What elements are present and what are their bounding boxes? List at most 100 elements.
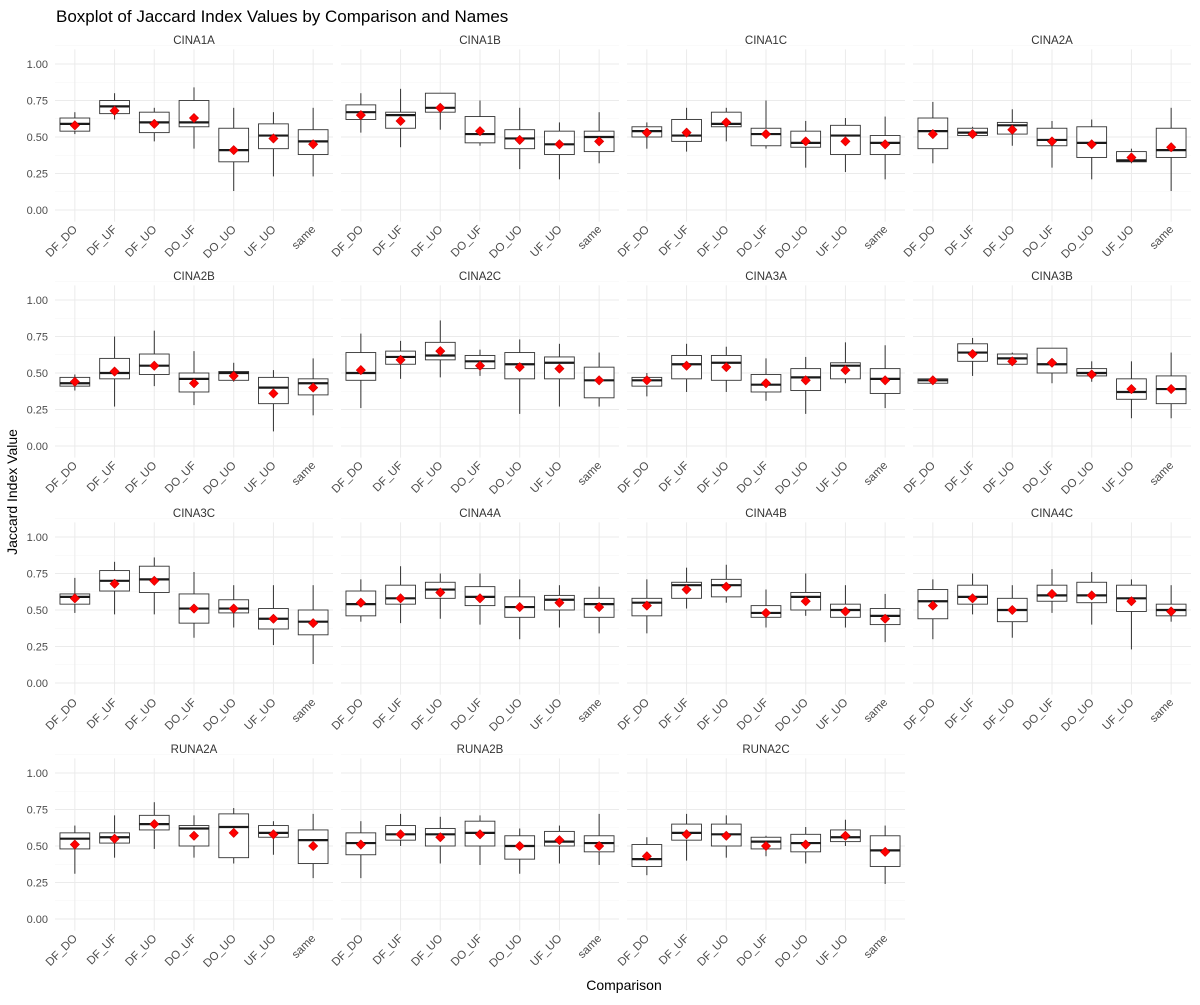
box-same [869, 825, 901, 884]
box-do_uf [750, 358, 782, 401]
x-tick-label: DF_UF [943, 697, 978, 732]
x-tick-label: DF_UO [695, 224, 731, 260]
mean-marker [355, 365, 366, 376]
box-df_uo [138, 557, 170, 615]
box-df_uf [671, 813, 702, 861]
box-same [1155, 585, 1187, 622]
mean-marker [681, 829, 692, 840]
x-tick-label: DO_UF [449, 697, 485, 733]
x-tick-label: DF_DO [44, 933, 80, 969]
box-df_do [631, 373, 663, 397]
box-df_uf [385, 340, 416, 379]
mean-marker [188, 603, 200, 614]
panel-title: CINA3C [173, 508, 215, 520]
mean-marker [554, 139, 565, 150]
y-tick-label: 0.50 [27, 841, 48, 853]
box-df_uf [385, 566, 416, 624]
box-same [1155, 352, 1187, 419]
mean-marker [514, 362, 525, 373]
x-tick-label: same [576, 697, 604, 725]
x-tick-label: DF_UO [409, 460, 445, 496]
x-tick-label: DF_DO [330, 933, 366, 969]
x-tick-label: DF_UF [85, 697, 120, 732]
mean-marker [109, 833, 120, 844]
box-iqr [464, 116, 496, 144]
mean-marker [967, 593, 978, 604]
mean-marker [760, 378, 772, 389]
box-df_uo [996, 585, 1028, 638]
box-df_uf [671, 567, 702, 609]
panel-title: CINA1A [173, 35, 215, 47]
mean-marker [1086, 139, 1097, 150]
mean-marker [880, 375, 891, 386]
x-tick-label: same [862, 224, 890, 252]
mean-marker [109, 366, 120, 377]
box-df_do [631, 579, 663, 634]
box-df_do [345, 93, 377, 133]
mean-marker [800, 375, 811, 386]
panel-runa2c: RUNA2C DF_DO DF_UF DF_UO DO_UF DO_UO UF_UO same [616, 744, 901, 970]
box-do_uf [1036, 569, 1068, 613]
y-tick-label: 0.25 [27, 642, 48, 654]
box-df_uo [996, 352, 1028, 367]
box-same [869, 345, 901, 409]
x-tick-label: DF_UF [371, 224, 406, 259]
panel-cina3c: CINA3C 0.00 0.25 0.50 0.75 1.00 DF_DO DF_UF DF_U… [27, 508, 329, 734]
box-same [583, 813, 615, 865]
panel-title: RUNA2A [171, 744, 218, 756]
mean-marker [554, 597, 565, 608]
mean-marker [880, 846, 891, 857]
mean-marker [1126, 384, 1137, 395]
box-do_uo [218, 808, 250, 864]
x-tick-label: same [290, 697, 318, 725]
mean-marker [435, 346, 446, 357]
panel-cina4a: CINA4A DF_DO DF_UF DF_UO DO_UF DO_UO UF_UO same [330, 508, 615, 734]
y-tick-label: 1.00 [27, 532, 48, 544]
mean-marker [268, 133, 279, 144]
box-uf_uo [258, 370, 289, 432]
mean-marker [308, 840, 319, 852]
mean-marker [641, 851, 652, 862]
panel-cina3b: CINA3B DF_DO DF_UF DF_UO DO_UF DO_UO UF_UO same [902, 271, 1187, 497]
panel-title: CINA4C [1031, 508, 1073, 520]
box-df_uf [671, 107, 702, 152]
x-tick-label: DF_UO [981, 224, 1017, 260]
y-tick-label: 1.00 [27, 295, 48, 307]
box-uf_uo [544, 825, 575, 864]
box-df_uf [957, 337, 988, 376]
x-tick-label: DF_DO [44, 460, 80, 496]
x-tick-label: UF_UO [242, 933, 278, 969]
mean-marker [840, 365, 851, 376]
x-axis-title: Comparison [586, 977, 661, 993]
box-df_uo [138, 107, 170, 142]
x-tick-label: UF_UO [528, 697, 564, 733]
box-df_uo [996, 109, 1028, 146]
x-tick-label: DF_DO [902, 460, 938, 496]
x-tick-label: DF_DO [616, 933, 652, 969]
x-tick-label: same [290, 224, 318, 252]
mean-marker [188, 378, 200, 389]
x-tick-label: UF_UO [528, 460, 564, 496]
x-tick-label: DO_UO [487, 460, 524, 497]
panel-cina4c: CINA4C DF_DO DF_UF DF_UO DO_UF DO_UO UF_UO same [902, 508, 1187, 734]
panel-title: CINA2C [459, 271, 501, 283]
box-df_uf [671, 343, 702, 392]
x-tick-label: DF_UO [409, 224, 445, 260]
box-do_uf [464, 815, 496, 865]
panel-cina1c: CINA1C DF_DO DF_UF DF_UO DO_UF DO_UO UF_UO same [616, 35, 901, 261]
y-tick-label: 0.75 [27, 332, 48, 344]
x-tick-label: DO_UF [735, 460, 771, 496]
x-tick-label: DO_UF [449, 933, 485, 969]
panel-title: RUNA2B [457, 744, 504, 756]
y-tick-label: 0.50 [27, 132, 48, 144]
box-df_do [631, 837, 663, 876]
mean-marker [967, 348, 978, 360]
y-tick-label: 0.25 [27, 169, 48, 181]
box-do_uf [750, 589, 782, 628]
mean-marker [554, 363, 565, 374]
x-tick-label: same [290, 460, 318, 488]
y-tick-label: 0.50 [27, 368, 48, 380]
box-df_uo [710, 107, 742, 142]
y-tick-label: 0.00 [27, 441, 48, 453]
mean-marker [1007, 604, 1018, 616]
